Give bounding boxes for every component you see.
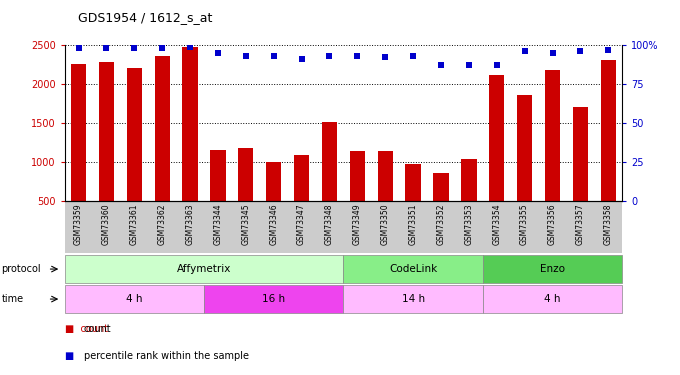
Text: protocol: protocol (1, 264, 41, 274)
Point (379, 54, 390, 60)
Text: ■  count: ■ count (65, 324, 107, 334)
Text: 4 h: 4 h (126, 294, 143, 304)
Bar (99, 62, 114, 201)
Point (491, 62, 502, 68)
Bar (182, 47, 198, 201)
Point (212, 50, 223, 56)
Text: 4 h: 4 h (544, 294, 561, 304)
Text: CodeLink: CodeLink (389, 264, 437, 274)
Text: GDS1954 / 1612_s_at: GDS1954 / 1612_s_at (78, 11, 213, 24)
Bar (238, 148, 254, 201)
Point (352, 53, 363, 59)
Text: Affymetrix: Affymetrix (177, 264, 231, 274)
Bar (266, 162, 282, 201)
Point (575, 48, 586, 54)
Point (101, 45, 112, 51)
Text: ■: ■ (65, 351, 74, 361)
Point (547, 50, 558, 56)
Bar (210, 150, 226, 201)
Text: 14 h: 14 h (401, 294, 425, 304)
Bar (322, 122, 337, 201)
Point (241, 53, 252, 59)
Bar (350, 151, 365, 201)
Text: time: time (1, 294, 24, 304)
Point (408, 53, 419, 59)
Bar (600, 60, 616, 201)
Text: count: count (84, 324, 112, 334)
Bar (573, 107, 588, 201)
Point (129, 45, 140, 51)
Point (156, 45, 168, 51)
Bar (71, 64, 86, 201)
Text: Enzo: Enzo (540, 264, 565, 274)
Point (73, 45, 84, 51)
Bar (489, 75, 505, 201)
Bar (517, 95, 532, 201)
Point (520, 48, 530, 54)
Point (464, 62, 475, 68)
Point (324, 53, 335, 59)
Bar (461, 159, 477, 201)
Point (602, 46, 613, 53)
Point (185, 44, 196, 50)
Bar (433, 173, 449, 201)
Bar (154, 56, 170, 201)
Point (296, 56, 307, 62)
Point (269, 53, 279, 59)
Bar (126, 68, 142, 201)
Bar (294, 156, 309, 201)
Text: 16 h: 16 h (262, 294, 286, 304)
Bar (405, 164, 421, 201)
Text: percentile rank within the sample: percentile rank within the sample (84, 351, 249, 361)
Bar (377, 151, 393, 201)
Bar (545, 70, 560, 201)
Point (435, 62, 446, 68)
